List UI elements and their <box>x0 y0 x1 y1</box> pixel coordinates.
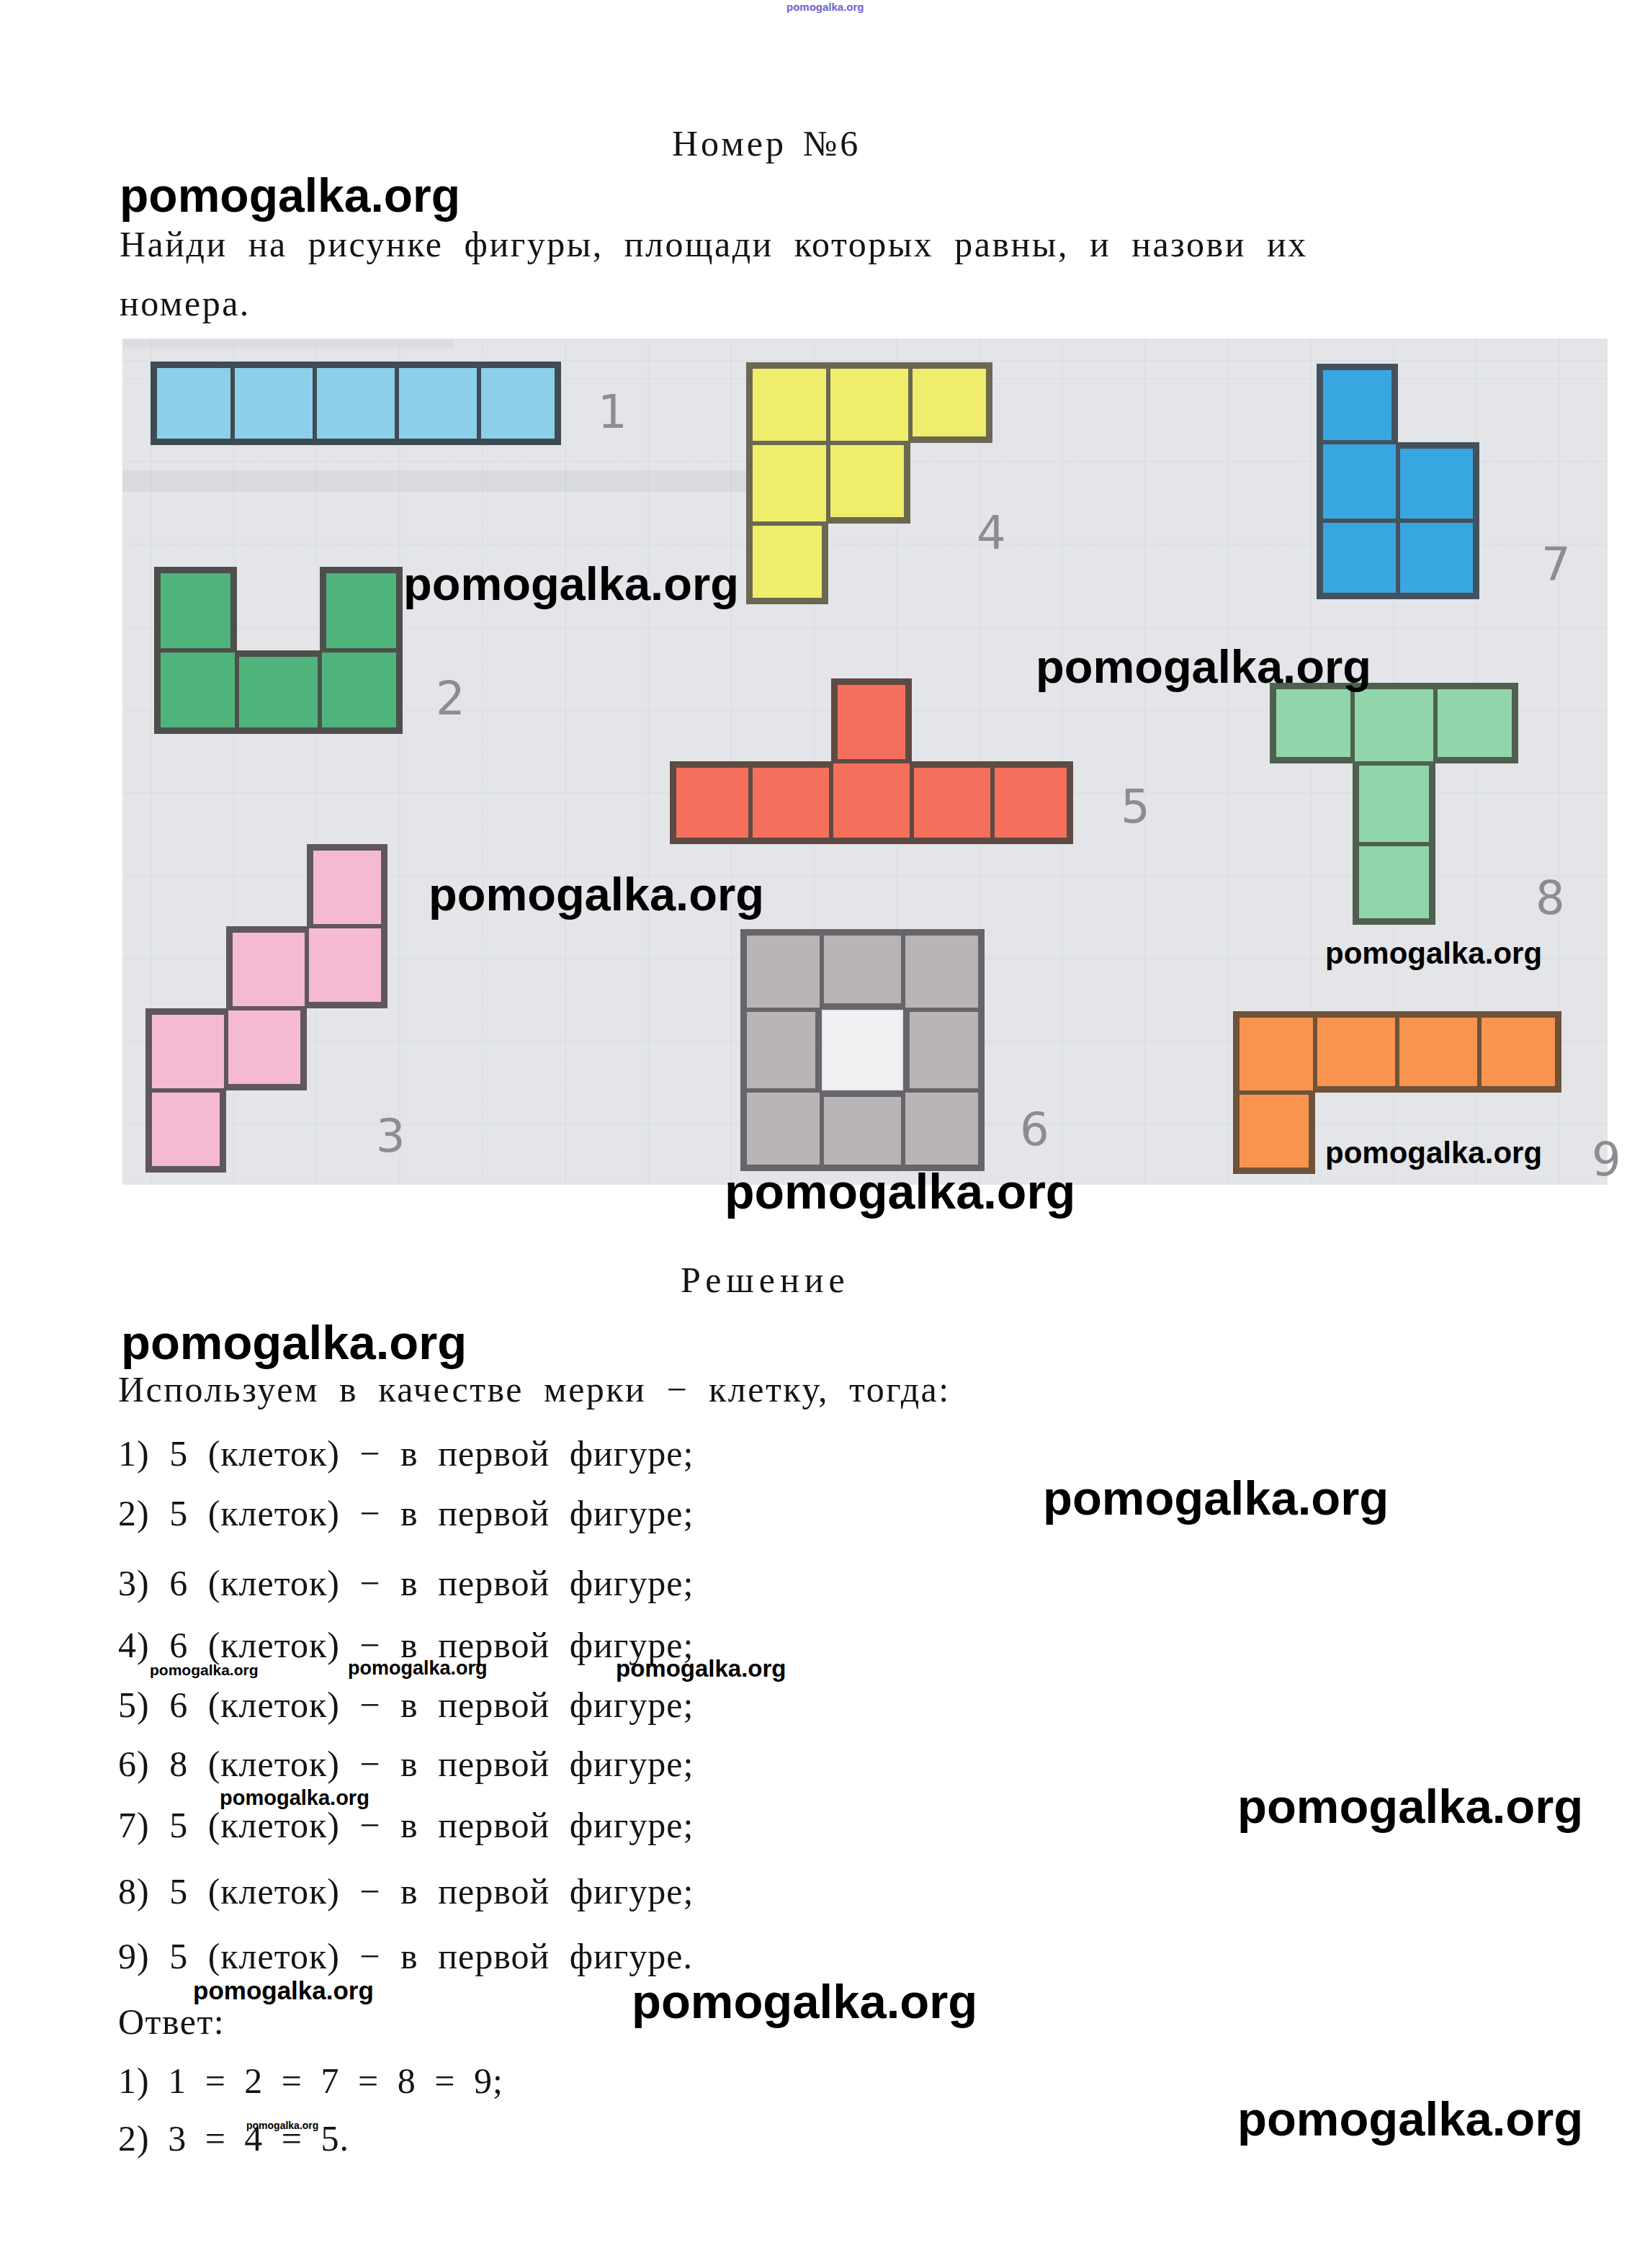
solution-item-2: 2) 5 (клеток) − в первой фигуре; <box>118 1492 694 1534</box>
shape-cell <box>828 362 910 443</box>
watermark: pomogalka.org <box>1325 1138 1542 1168</box>
shape-cell <box>233 362 315 445</box>
shape-cell <box>1353 683 1435 763</box>
watermark: pomogalka.org <box>193 1978 374 2003</box>
figure-area: 123456789 <box>122 339 1608 1185</box>
watermark: pomogalka.org <box>1237 1782 1583 1830</box>
shape-cell <box>320 567 403 650</box>
figure-label-6: 6 <box>1020 1106 1049 1152</box>
shape-cell <box>1353 844 1435 925</box>
solution-item-6: 6) 8 (клеток) − в первой фигуре; <box>118 1743 694 1785</box>
solution-item-1: 1) 5 (клеток) − в первой фигуре; <box>118 1433 694 1474</box>
figure-label-4: 4 <box>977 510 1006 556</box>
shape-cell <box>1317 442 1398 521</box>
shape-cell <box>822 1090 903 1171</box>
watermark: pomogalka.org <box>403 560 739 607</box>
shape-cell <box>1398 442 1479 521</box>
shape-cell <box>910 362 992 443</box>
shape-cell <box>903 1010 985 1090</box>
solution-item-8: 8) 5 (клеток) − в первой фигуре; <box>118 1870 694 1912</box>
shape-cell <box>740 1010 822 1090</box>
watermark: pomogalka.org <box>121 1318 467 1366</box>
shape-cell <box>1233 1011 1315 1093</box>
solution-item-9: 9) 5 (клеток) − в первой фигуре. <box>118 1935 693 1977</box>
watermark: pomogalka.org <box>786 1 864 12</box>
figure-label-7: 7 <box>1541 542 1571 588</box>
problem-text-line2: номера. <box>120 282 251 324</box>
shape-cell <box>1317 364 1398 442</box>
watermark: pomogalka.org <box>220 1788 369 1808</box>
solution-item-5: 5) 6 (клеток) − в первой фигуре; <box>118 1684 694 1726</box>
shape-cell <box>746 362 828 443</box>
shape-cell <box>903 929 985 1010</box>
shape-cell <box>479 362 561 445</box>
shape-cell <box>1270 683 1353 763</box>
shape-cell <box>670 761 750 844</box>
shape-cell <box>315 362 397 445</box>
shape-cell <box>1233 1093 1315 1174</box>
watermark: pomogalka.org <box>1043 1474 1389 1522</box>
shape-cell <box>746 443 828 524</box>
figure-label-1: 1 <box>598 389 627 435</box>
paper-shading <box>122 470 763 492</box>
solution-item-7: 7) 5 (клеток) − в первой фигуре; <box>118 1804 694 1846</box>
shape-cell <box>1398 521 1479 599</box>
shape-cell <box>992 761 1073 844</box>
page-title: Номер №6 <box>672 122 861 164</box>
solution-intro: Используем в качестве мерки − клетку, то… <box>118 1368 951 1410</box>
page: Номер №6 Найди на рисунке фигуры, площад… <box>0 0 1645 2268</box>
shape-cell <box>831 678 912 761</box>
shape-cell <box>1353 763 1435 844</box>
watermark: pomogalka.org <box>120 171 460 219</box>
solution-heading: Решение <box>681 1259 850 1301</box>
shape-cell <box>1315 1011 1397 1093</box>
watermark: pomogalka.org <box>1325 938 1542 969</box>
watermark: pomogalka.org <box>246 2120 318 2130</box>
figure-label-5: 5 <box>1121 784 1150 830</box>
shape-cell <box>237 650 320 734</box>
shape-cell <box>145 1090 226 1173</box>
shape-cell <box>746 524 828 604</box>
shape-cell <box>397 362 479 445</box>
figure-label-9: 9 <box>1592 1137 1621 1183</box>
shape-cell <box>307 844 387 926</box>
shape-cell <box>828 443 910 524</box>
watermark: pomogalka.org <box>632 1977 977 2025</box>
figure-label-8: 8 <box>1536 875 1565 921</box>
shape-cell <box>307 926 387 1008</box>
watermark: pomogalka.org <box>1237 2094 1583 2143</box>
shape-cell <box>154 650 237 734</box>
shape-cell <box>226 1008 307 1090</box>
figure-label-3: 3 <box>376 1113 405 1159</box>
watermark: pomogalka.org <box>616 1657 786 1680</box>
shape-cell <box>1479 1011 1561 1093</box>
watermark: pomogalka.org <box>429 871 764 918</box>
shape-hole <box>823 1011 902 1089</box>
shape-cell <box>750 761 831 844</box>
shape-cell <box>1397 1011 1479 1093</box>
watermark: pomogalka.org <box>1036 643 1371 690</box>
shape-cell <box>740 1090 822 1171</box>
watermark: pomogalka.org <box>725 1167 1075 1216</box>
shape-cell <box>320 650 403 734</box>
solution-item-3: 3) 6 (клеток) − в первой фигуре; <box>118 1562 694 1604</box>
shape-cell <box>740 929 822 1010</box>
shape-cell <box>912 761 992 844</box>
paper-shading <box>122 340 454 349</box>
shape-cell <box>831 761 912 844</box>
shape-cell <box>1435 683 1518 763</box>
watermark: pomogalka.org <box>150 1662 259 1677</box>
shape-cell <box>822 929 903 1010</box>
answer-label: Ответ: <box>118 2001 225 2043</box>
problem-text-line1: Найди на рисунке фигуры, площади которых… <box>120 223 1308 265</box>
shape-cell <box>226 926 307 1008</box>
answer-line-1: 1) 1 = 2 = 7 = 8 = 9; <box>118 2060 503 2102</box>
shape-cell <box>903 1090 985 1171</box>
shape-cell <box>154 567 237 650</box>
figure-label-2: 2 <box>436 676 465 722</box>
watermark: pomogalka.org <box>348 1659 488 1678</box>
shape-cell <box>1317 521 1398 599</box>
shape-cell <box>151 362 233 445</box>
shape-cell <box>145 1008 226 1090</box>
